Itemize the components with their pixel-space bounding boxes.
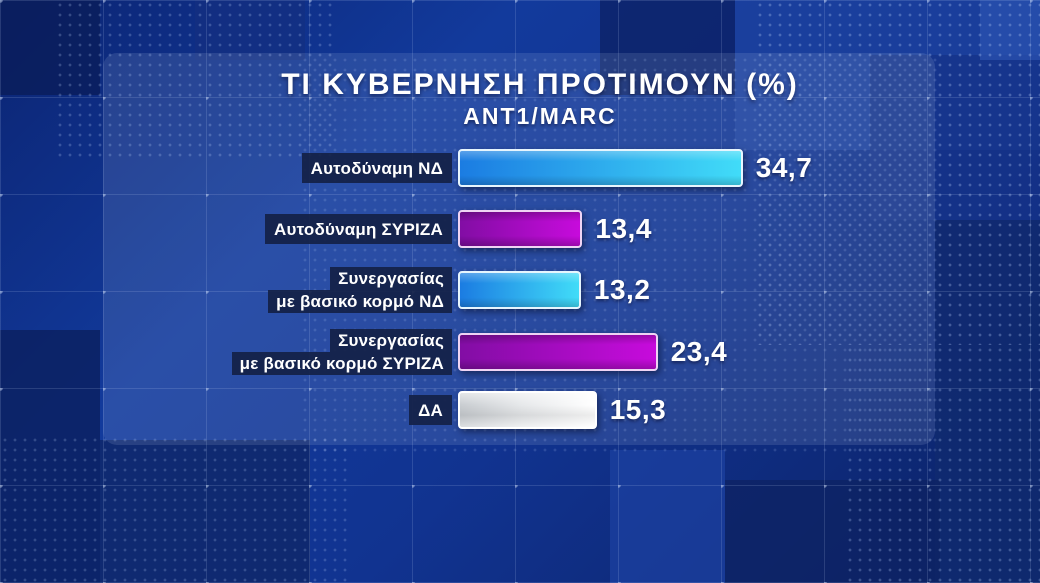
category-label: ΔΑ — [103, 395, 452, 425]
chart-title: ΤΙ ΚΥΒΕΡΝΗΣΗ ΠΡΟΤΙΜΟΥΝ (%) — [281, 68, 799, 101]
chart-row: Συνεργασίας με βασικό κορμό ΝΔ 13,2 — [103, 266, 650, 314]
background-mosaic-patch — [610, 450, 725, 583]
chart-row: ΔΑ 15,3 — [103, 386, 666, 434]
value-label: 13,2 — [593, 274, 651, 305]
category-label-line: Αυτοδύναμη ΣΥΡΙΖΑ — [265, 214, 452, 244]
bar-autodynami-syriza — [458, 210, 583, 248]
dot-matrix-pattern — [845, 345, 1040, 583]
background-mosaic-patch — [195, 0, 305, 60]
chart-subtitle: ANT1/MARC — [463, 103, 617, 129]
bar-synergasia-syriza — [458, 333, 658, 371]
category-label: Αυτοδύναμη ΝΔ — [103, 153, 452, 183]
dot-matrix-pattern — [300, 55, 940, 455]
background-mosaic-patch — [725, 480, 940, 583]
chart-row: Συνεργασίας με βασικό κορμό ΣΥΡΙΖΑ 23,4 — [103, 328, 727, 376]
dot-matrix-pattern — [0, 435, 350, 583]
dot-matrix-pattern — [755, 0, 1040, 345]
value-label: 23,4 — [670, 336, 728, 367]
chart-row: Αυτοδύναμη ΣΥΡΙΖΑ 13,4 — [103, 205, 652, 253]
chart-row: Αυτοδύναμη ΝΔ 34,7 — [103, 144, 812, 192]
background-mosaic-patch — [980, 0, 1040, 60]
category-label-line: ΔΑ — [409, 395, 452, 425]
category-label: Συνεργασίας με βασικό κορμό ΝΔ — [103, 267, 452, 313]
value-label: 34,7 — [755, 152, 813, 183]
bar-da — [458, 391, 597, 429]
value-label: 15,3 — [609, 394, 667, 425]
chart-panel — [103, 53, 935, 445]
background-mosaic-patch — [935, 220, 1040, 583]
category-label-line: Συνεργασίας — [330, 329, 452, 352]
category-label: Συνεργασίας με βασικό κορμό ΣΥΡΙΖΑ — [103, 329, 452, 375]
category-label-line: με βασικό κορμό ΝΔ — [268, 290, 452, 313]
value-label: 13,4 — [595, 213, 652, 244]
category-label-line: με βασικό κορμό ΣΥΡΙΖΑ — [231, 352, 452, 375]
background-mosaic-patch — [600, 0, 735, 95]
background-mosaic-patch — [870, 55, 1040, 220]
category-label: Αυτοδύναμη ΣΥΡΙΖΑ — [103, 214, 452, 244]
background-mosaic-patch — [0, 330, 100, 583]
background-mosaic-patch — [0, 0, 100, 95]
category-label-line: Συνεργασίας — [330, 267, 452, 290]
bar-autodynami-nd — [458, 149, 743, 187]
dot-matrix-pattern — [55, 0, 335, 160]
background-mosaic-patch — [100, 440, 310, 583]
bar-synergasia-nd — [458, 271, 581, 309]
category-label-line: Αυτοδύναμη ΝΔ — [301, 153, 452, 183]
